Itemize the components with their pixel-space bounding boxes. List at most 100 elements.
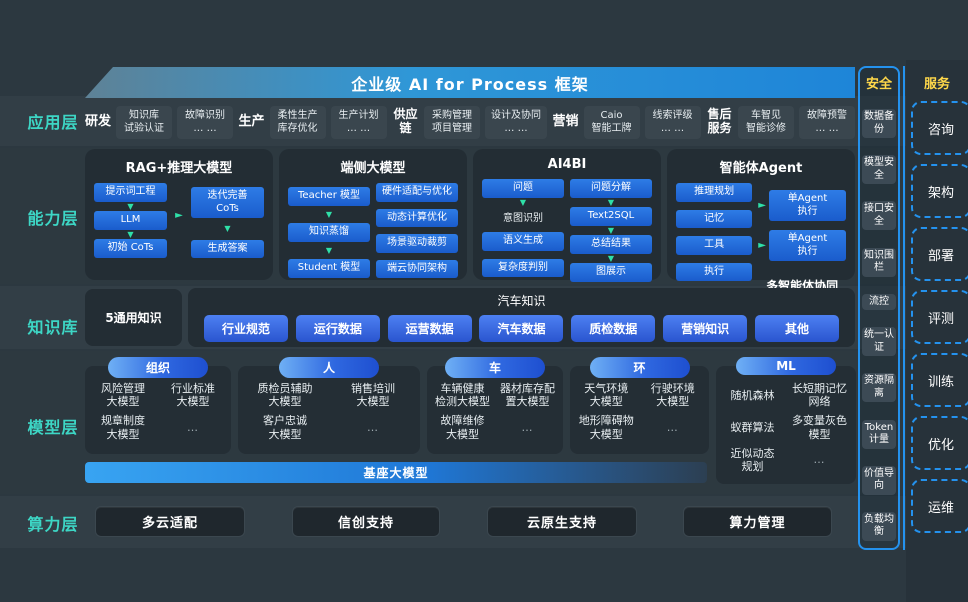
- list-node: 硬件适配与优化: [376, 183, 458, 202]
- model-item: 客户忠诚 大模型: [263, 414, 307, 441]
- flow-node: 知识蒸馏: [288, 223, 370, 242]
- app-chip: 生产计划 … …: [330, 105, 387, 139]
- app-group-label: 供应链: [393, 107, 418, 135]
- knowledge-button: 汽车数据: [479, 315, 564, 342]
- agent-exec-node: 单Agent 执行: [768, 190, 846, 221]
- model-group-vehicle: 车 车辆健康 检测大模型 器材库存配 置大模型 故障维修 大模型 …: [427, 357, 563, 484]
- app-chip: 知识库 试验认证: [116, 105, 173, 139]
- services-panel: 服务 咨询 架构 部署 评测 训练 优化 运维: [906, 60, 968, 602]
- app-group-label: 生产: [238, 113, 265, 129]
- app-group-label: 研发: [85, 113, 112, 129]
- general-knowledge-box: 5通用知识: [85, 289, 182, 346]
- flow-node: 复杂度判别: [482, 258, 564, 278]
- compute-button-cloudnative: 云原生支持: [487, 506, 637, 537]
- model-item-more: …: [367, 420, 379, 434]
- model-item-more: …: [813, 453, 826, 467]
- list-node: 场景驱动裁剪: [376, 234, 458, 253]
- security-item: 价值导向: [862, 465, 896, 495]
- app-group-after-sales: 售后服务 车智见 智能诊修 故障预警 … …: [706, 105, 855, 139]
- flow-node: 问题: [482, 179, 564, 198]
- agent-node: 执行: [676, 262, 753, 281]
- flow-node: 迭代完善 CoTs: [191, 187, 264, 218]
- rag-reasoning-box: RAG+推理大模型 提示词工程 ▼ LLM ▼ 初始 CoTs ► 迭代完善 C…: [85, 149, 273, 280]
- model-row: 组织 风险管理 大模型 行业标准 大模型 规章制度 大模型 … 人 质检员辅助 …: [85, 357, 856, 484]
- model-item-more: …: [521, 420, 534, 434]
- arrow-down-icon: ▼: [127, 229, 134, 239]
- security-item: Token计量: [862, 419, 896, 449]
- security-item: 模型安全: [862, 155, 896, 185]
- flow-node: 初始 CoTs: [94, 239, 167, 258]
- flow-node: 问题分解: [570, 179, 652, 198]
- model-group-ml: ML 随机森林 长短期记忆 网络 蚁群算法 多变量灰色 模型 近似动态 规划 …: [716, 357, 856, 484]
- layer-label-compute: 算力层: [27, 515, 79, 534]
- knowledge-button: 运营数据: [387, 315, 472, 342]
- flow-node: Teacher 模型: [288, 187, 370, 206]
- agent-node: 推理规划: [676, 183, 753, 202]
- list-node: 端云协同架构: [376, 259, 458, 278]
- knowledge-button: 行业规范: [204, 315, 288, 342]
- app-chip: Caio 智能工牌: [583, 105, 640, 139]
- app-chip: 故障识别 … …: [177, 105, 234, 139]
- model-pill: 车: [445, 357, 545, 378]
- model-item: 多变量灰色 模型: [792, 414, 847, 441]
- rag-box-title: RAG+推理大模型: [125, 161, 233, 176]
- model-item: 故障维修 大模型: [440, 414, 485, 441]
- service-item: 架构: [911, 164, 968, 218]
- arrow-down-icon: ▼: [325, 245, 333, 255]
- service-item: 优化: [911, 416, 968, 470]
- flow-node: 生成答案: [191, 239, 264, 259]
- layer-label-knowledge: 知识库: [27, 318, 79, 337]
- app-chip: 故障预警 … …: [798, 105, 855, 139]
- flow-node: Student 模型: [288, 259, 370, 278]
- model-pill: 组织: [108, 357, 208, 378]
- app-chip: 采购管理 项目管理: [424, 105, 480, 139]
- security-item: 接口安全: [862, 201, 896, 231]
- compute-button-management: 算力管理: [683, 506, 832, 537]
- flow-node: 总结结果: [570, 235, 652, 254]
- model-item: 地形障碍物 大模型: [578, 414, 634, 441]
- model-item: 质检员辅助 大模型: [257, 382, 313, 409]
- model-pill: ML: [736, 357, 836, 375]
- layer-label-capability: 能力层: [27, 209, 79, 228]
- flow-node: 提示词工程: [94, 183, 167, 202]
- model-pill: 人: [279, 357, 379, 378]
- agent-node: 记忆: [676, 209, 753, 228]
- model-item: 蚁群算法: [730, 420, 775, 434]
- auto-knowledge-box: 汽车知识 行业规范 运行数据 运营数据 汽车数据 质检数据 营销知识 其他: [188, 288, 855, 347]
- service-item: 运维: [911, 479, 968, 533]
- model-item-more: …: [666, 420, 679, 434]
- knowledge-button: 其他: [754, 315, 839, 342]
- model-item: 器材库存配 置大模型: [500, 382, 555, 409]
- arrow-down-icon: ▼: [607, 197, 615, 207]
- app-chip: 车智见 智能诊修: [737, 105, 794, 139]
- arrow-down-icon: ▼: [325, 209, 333, 219]
- model-item: 随机森林: [730, 388, 775, 402]
- app-chip: 线索评级 … …: [644, 105, 701, 139]
- compute-button-multicloud: 多云适配: [95, 506, 245, 537]
- flow-node: Text2SQL: [570, 207, 652, 226]
- list-node: 动态计算优化: [376, 208, 458, 227]
- service-item: 评测: [911, 290, 968, 344]
- compute-button-xinchuang: 信创支持: [292, 506, 440, 537]
- app-group-marketing: 营销 Caio 智能工牌 线索评级 … …: [552, 105, 701, 139]
- arrow-right-icon: ►: [175, 210, 183, 221]
- model-item: 规章制度 大模型: [101, 414, 145, 441]
- security-item: 资源隔离: [862, 373, 896, 403]
- service-item: 训练: [911, 353, 968, 407]
- app-chip: 柔性生产 库存优化: [269, 105, 326, 139]
- model-item: 风险管理 大模型: [101, 382, 145, 409]
- agent-node: 工具: [676, 236, 753, 255]
- arrow-down-icon: ▼: [519, 197, 527, 207]
- arrow-down-icon: ▼: [607, 253, 615, 263]
- auto-knowledge-title: 汽车知识: [497, 294, 546, 308]
- arrow-down-icon: ▼: [607, 225, 615, 235]
- model-item: 行驶环境 大模型: [650, 382, 695, 409]
- model-group-organization: 组织 风险管理 大模型 行业标准 大模型 规章制度 大模型 …: [85, 357, 231, 484]
- flow-node: 图展示: [570, 263, 652, 282]
- agent-exec-node: 单Agent 执行: [768, 230, 846, 261]
- model-item: 长短期记忆 网络: [792, 382, 847, 409]
- model-item: 天气环境 大模型: [584, 382, 629, 409]
- capability-row: RAG+推理大模型 提示词工程 ▼ LLM ▼ 初始 CoTs ► 迭代完善 C…: [85, 149, 855, 293]
- security-item: 统一认证: [862, 327, 896, 357]
- security-item: 流控: [862, 293, 896, 311]
